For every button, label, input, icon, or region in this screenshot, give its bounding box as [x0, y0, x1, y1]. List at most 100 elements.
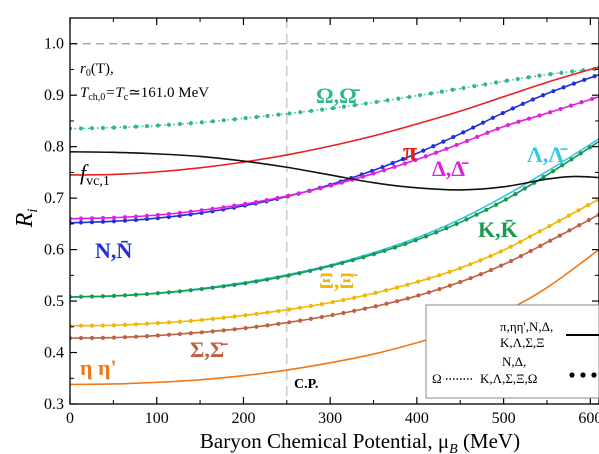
series-8-point: [232, 327, 237, 332]
series-5-point: [464, 217, 469, 222]
series-0-point: [144, 124, 150, 129]
series-2-point: [471, 125, 476, 130]
series-3-point: [155, 212, 161, 218]
series-3-point: [188, 209, 193, 214]
series-7-point: [518, 239, 523, 244]
series-3-point: [568, 103, 574, 108]
series-7-point: [177, 319, 182, 324]
series-7-point: [265, 310, 270, 315]
series-7-point: [111, 323, 117, 328]
series-7-point: [133, 322, 139, 327]
y-tick-label: 0.9: [44, 87, 64, 104]
x-tick-label: 100: [145, 410, 169, 427]
series-5-point: [434, 230, 439, 235]
series-8-point: [557, 233, 562, 238]
series-8-point: [122, 335, 128, 340]
series-8-point: [144, 334, 150, 339]
series-2-point: [155, 215, 160, 221]
series-0-point: [122, 125, 128, 130]
series-2-point: [530, 97, 536, 102]
series-5-point: [403, 241, 408, 247]
series-7-point: [537, 229, 542, 234]
series-7-point: [221, 315, 226, 320]
series-5-point: [484, 207, 489, 212]
series-0-point: [407, 94, 412, 100]
series-7-point: [243, 313, 248, 318]
series-5-point: [275, 275, 280, 280]
series-8-point: [508, 258, 514, 264]
legend: π,ηη',N,Δ, K,Λ,Σ,Ξ Ω N,Δ, K,Λ,Σ,Ξ,Ω: [425, 304, 599, 399]
series-8-point: [111, 335, 117, 340]
series-7-point: [468, 262, 473, 267]
series-5-point: [122, 293, 128, 298]
series-5-point: [474, 212, 479, 217]
series-8-point: [458, 279, 463, 285]
series-3-point: [122, 215, 128, 220]
series-8-point: [199, 330, 204, 335]
series-7-point: [528, 234, 533, 239]
series-8-point: [437, 287, 442, 292]
series-0-point: [188, 121, 193, 126]
series-7-point: [595, 197, 599, 202]
series-8-point: [308, 316, 314, 321]
series-7-point: [557, 218, 562, 223]
series-3-point: [392, 164, 397, 170]
series-7-point: [144, 321, 150, 326]
series-7-point: [188, 318, 193, 323]
series-5-point: [560, 163, 565, 168]
legend-row1-label-b: K,Λ,Σ,Ξ: [500, 335, 545, 350]
series-0-point: [232, 117, 237, 122]
legend-row2-label-b: K,Λ,Σ,Ξ,Ω: [480, 371, 537, 386]
series-2-point: [500, 110, 505, 116]
series-0-point: [483, 82, 488, 87]
series-0-point: [254, 114, 259, 120]
series-5-point: [522, 186, 527, 191]
series-5-point: [318, 266, 323, 271]
series-7-point: [210, 316, 215, 321]
series-8-point: [362, 306, 368, 311]
series-2-point: [100, 219, 106, 224]
series-5-point: [578, 151, 583, 156]
series-3-point: [454, 142, 459, 148]
series-7-point: [199, 317, 204, 323]
series-0-point: [570, 69, 575, 74]
series-8-point: [177, 331, 182, 337]
series-8-point: [341, 310, 346, 316]
series-8-point: [78, 335, 84, 341]
series-5-point: [550, 169, 556, 174]
series-2-point: [451, 134, 456, 140]
series-3-point: [485, 130, 490, 135]
series-7-point: [405, 282, 410, 287]
series-3-point: [402, 161, 408, 166]
series-3-point: [371, 171, 376, 176]
series-3-point: [558, 106, 563, 112]
series-2-point: [510, 106, 515, 111]
series-2-point: [122, 218, 128, 223]
series-0-point: [177, 121, 182, 127]
series-0-point: [526, 75, 531, 80]
series-2-point: [480, 120, 486, 125]
series-3-point: [177, 210, 182, 215]
series-8-point: [243, 325, 248, 331]
series-5-point: [587, 145, 593, 150]
series-0-point: [78, 126, 84, 131]
series-8-point: [166, 332, 172, 337]
series-0-point: [89, 126, 95, 131]
series-2-point: [411, 152, 416, 158]
series-3-point: [89, 216, 95, 221]
series-7-point: [100, 323, 106, 328]
series-7-point: [586, 202, 591, 208]
x-tick-label: 500: [492, 410, 516, 427]
series-5-point: [382, 248, 387, 253]
series-3-point: [381, 168, 387, 173]
series-3-point: [199, 208, 204, 213]
series-8-point: [518, 253, 524, 259]
x-axis-label: Baryon Chemical Potential, μB (MeV): [200, 429, 520, 454]
series-8-point: [586, 217, 592, 223]
series-3-point: [547, 110, 553, 115]
series-2-point: [111, 219, 117, 224]
series-7-point: [508, 244, 513, 249]
y-axis-label: Ri: [12, 209, 41, 229]
series-3-point: [253, 200, 259, 205]
series-8-point: [447, 283, 452, 288]
